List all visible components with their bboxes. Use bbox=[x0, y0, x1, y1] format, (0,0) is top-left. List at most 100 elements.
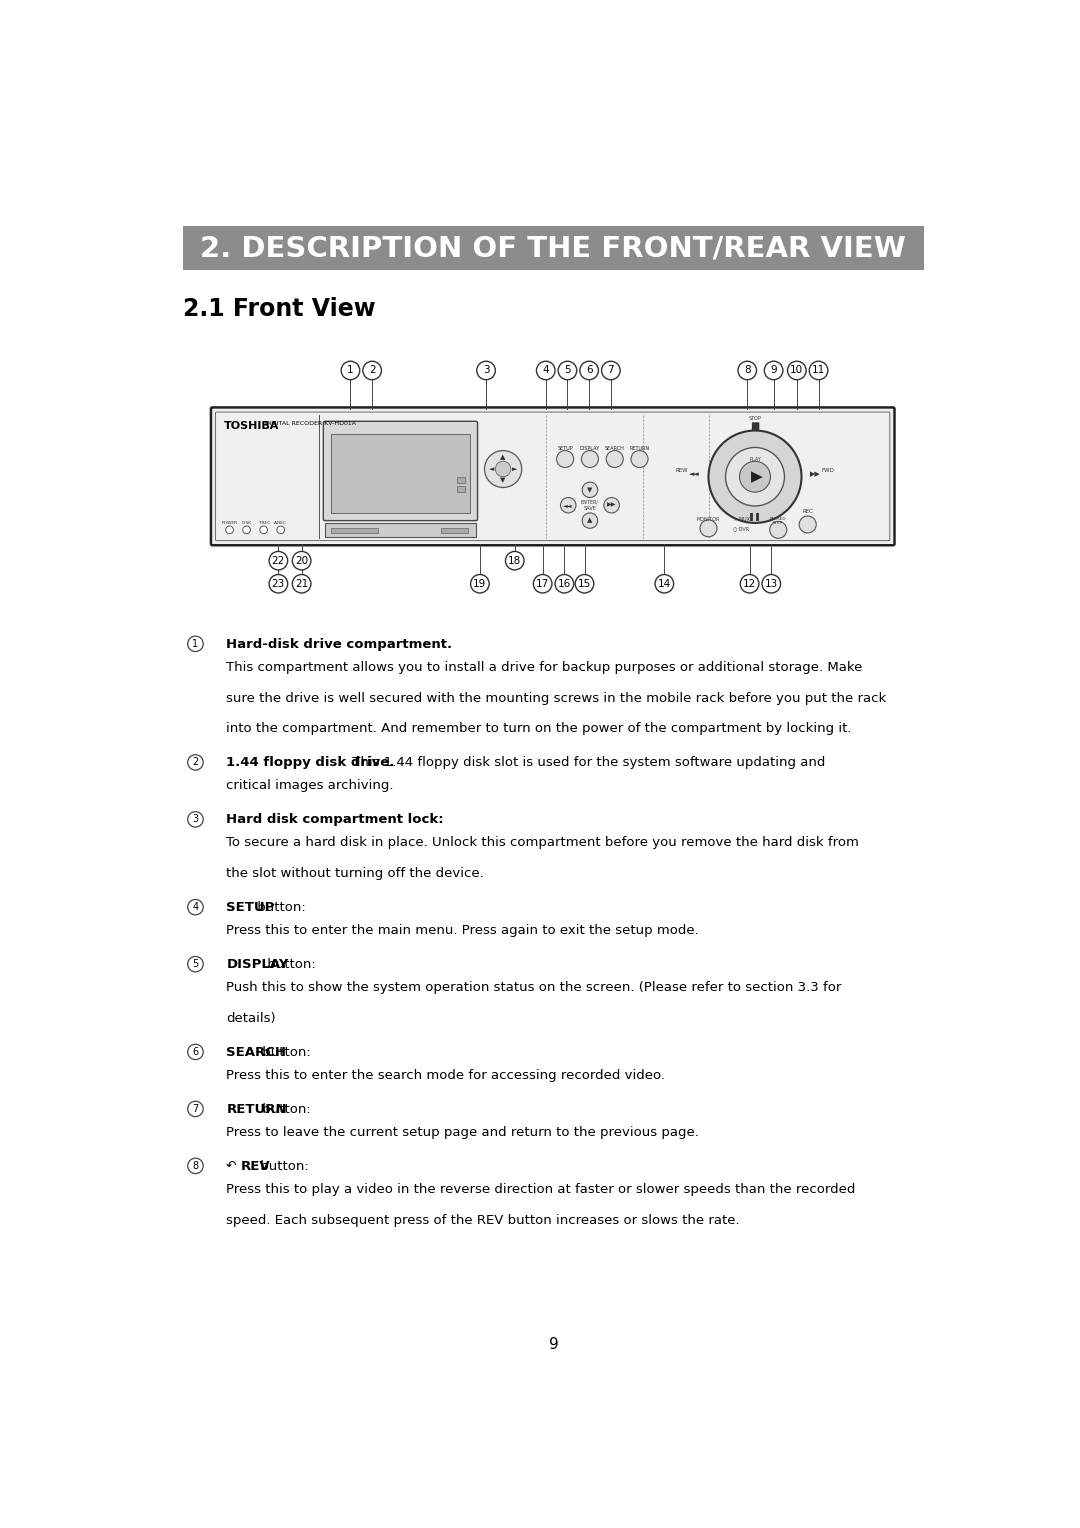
Text: Press this to play a video in the reverse direction at faster or slower speeds t: Press this to play a video in the revers… bbox=[227, 1183, 855, 1196]
Text: ▶▶: ▶▶ bbox=[810, 472, 821, 477]
Text: ↶: ↶ bbox=[227, 1160, 241, 1172]
Text: REV: REV bbox=[241, 1160, 270, 1172]
Circle shape bbox=[576, 575, 594, 593]
Circle shape bbox=[558, 361, 577, 380]
Circle shape bbox=[363, 361, 381, 380]
Text: ☆ MUX: ☆ MUX bbox=[733, 518, 751, 523]
Circle shape bbox=[188, 900, 203, 915]
Text: Press to leave the current setup page and return to the previous page.: Press to leave the current setup page an… bbox=[227, 1126, 700, 1138]
Text: 20: 20 bbox=[295, 556, 308, 565]
Text: ▶: ▶ bbox=[751, 469, 762, 484]
Circle shape bbox=[787, 361, 806, 380]
Text: button:: button: bbox=[264, 958, 316, 970]
Text: ▼: ▼ bbox=[500, 478, 505, 483]
Text: ▶▶: ▶▶ bbox=[607, 503, 617, 507]
Circle shape bbox=[582, 513, 597, 529]
Text: 1.44 floppy disk drive.: 1.44 floppy disk drive. bbox=[227, 756, 395, 769]
Circle shape bbox=[602, 361, 620, 380]
Text: 4: 4 bbox=[542, 365, 549, 376]
Circle shape bbox=[582, 483, 597, 498]
Circle shape bbox=[188, 1158, 203, 1174]
Text: sure the drive is well secured with the mounting screws in the mobile rack befor: sure the drive is well secured with the … bbox=[227, 692, 887, 704]
Text: ○ DVR: ○ DVR bbox=[733, 527, 750, 532]
Text: 7: 7 bbox=[192, 1103, 199, 1114]
Text: 22: 22 bbox=[272, 556, 285, 565]
Text: 7: 7 bbox=[608, 365, 615, 376]
Circle shape bbox=[738, 361, 757, 380]
FancyBboxPatch shape bbox=[183, 226, 924, 270]
Text: into the compartment. And remember to turn on the power of the compartment by lo: into the compartment. And remember to tu… bbox=[227, 723, 852, 735]
FancyBboxPatch shape bbox=[323, 422, 477, 521]
Text: REW: REW bbox=[676, 468, 688, 474]
Circle shape bbox=[188, 1102, 203, 1117]
Text: 5: 5 bbox=[564, 365, 570, 376]
Text: Press this to enter the search mode for accessing recorded video.: Press this to enter the search mode for … bbox=[227, 1070, 665, 1082]
Circle shape bbox=[555, 575, 573, 593]
Text: ▲: ▲ bbox=[500, 454, 505, 460]
Text: RETURN: RETURN bbox=[227, 1103, 287, 1115]
Text: ■: ■ bbox=[751, 420, 759, 431]
Circle shape bbox=[700, 520, 717, 536]
Text: 2: 2 bbox=[192, 758, 199, 767]
FancyBboxPatch shape bbox=[325, 523, 476, 536]
Circle shape bbox=[260, 526, 268, 533]
Circle shape bbox=[534, 575, 552, 593]
Text: 2.1 Front View: 2.1 Front View bbox=[183, 298, 376, 321]
Circle shape bbox=[537, 361, 555, 380]
Text: MONITOR: MONITOR bbox=[697, 516, 720, 521]
Text: 8: 8 bbox=[744, 365, 751, 376]
Text: PLAY: PLAY bbox=[750, 457, 761, 463]
Circle shape bbox=[606, 451, 623, 468]
Text: 18: 18 bbox=[508, 556, 522, 565]
FancyBboxPatch shape bbox=[211, 408, 894, 545]
Text: This compartment allows you to install a drive for backup purposes or additional: This compartment allows you to install a… bbox=[227, 660, 863, 674]
Text: button:: button: bbox=[253, 902, 306, 914]
Text: 6: 6 bbox=[192, 1047, 199, 1057]
Text: FWD: FWD bbox=[822, 468, 834, 474]
Text: SEARCH: SEARCH bbox=[605, 446, 624, 451]
Text: ▲: ▲ bbox=[588, 518, 593, 524]
Circle shape bbox=[188, 811, 203, 827]
Text: 1: 1 bbox=[347, 365, 354, 376]
Circle shape bbox=[505, 552, 524, 570]
Text: Press this to enter the main menu. Press again to exit the setup mode.: Press this to enter the main menu. Press… bbox=[227, 924, 699, 937]
Circle shape bbox=[631, 451, 648, 468]
Text: Push this to show the system operation status on the screen. (Please refer to se: Push this to show the system operation s… bbox=[227, 981, 841, 995]
Text: STOP: STOP bbox=[748, 416, 761, 420]
Circle shape bbox=[765, 361, 783, 380]
Text: DIGITAL RECODER KV-HD01A: DIGITAL RECODER KV-HD01A bbox=[266, 422, 356, 426]
Text: ►: ► bbox=[512, 466, 517, 472]
Circle shape bbox=[293, 575, 311, 593]
Text: ❚❚: ❚❚ bbox=[748, 512, 762, 521]
Text: 15: 15 bbox=[578, 579, 591, 588]
Circle shape bbox=[580, 361, 598, 380]
Text: 8: 8 bbox=[192, 1161, 199, 1170]
Text: 9: 9 bbox=[549, 1337, 558, 1352]
FancyBboxPatch shape bbox=[332, 434, 470, 513]
Bar bbox=[458, 477, 465, 483]
Text: the slot without turning off the device.: the slot without turning off the device. bbox=[227, 866, 484, 880]
Circle shape bbox=[762, 575, 781, 593]
Text: 13: 13 bbox=[765, 579, 778, 588]
Text: RETURN: RETURN bbox=[630, 446, 649, 451]
Circle shape bbox=[485, 451, 522, 487]
Circle shape bbox=[188, 636, 203, 651]
Circle shape bbox=[188, 1044, 203, 1059]
Circle shape bbox=[809, 361, 828, 380]
Circle shape bbox=[188, 957, 203, 972]
Text: details): details) bbox=[227, 1012, 276, 1025]
Text: 16: 16 bbox=[557, 579, 571, 588]
Text: A.REC: A.REC bbox=[274, 521, 287, 524]
Text: 2. DESCRIPTION OF THE FRONT/REAR VIEW: 2. DESCRIPTION OF THE FRONT/REAR VIEW bbox=[200, 234, 906, 261]
Circle shape bbox=[269, 575, 287, 593]
Circle shape bbox=[740, 575, 759, 593]
Text: This 1.44 floppy disk slot is used for the system software updating and: This 1.44 floppy disk slot is used for t… bbox=[348, 756, 825, 769]
Circle shape bbox=[556, 451, 573, 468]
Text: button:: button: bbox=[258, 1103, 311, 1115]
Text: SEARCH: SEARCH bbox=[227, 1045, 286, 1059]
Bar bbox=[441, 529, 469, 533]
Circle shape bbox=[269, 552, 287, 570]
Circle shape bbox=[581, 451, 598, 468]
Circle shape bbox=[476, 361, 496, 380]
Circle shape bbox=[770, 521, 786, 538]
